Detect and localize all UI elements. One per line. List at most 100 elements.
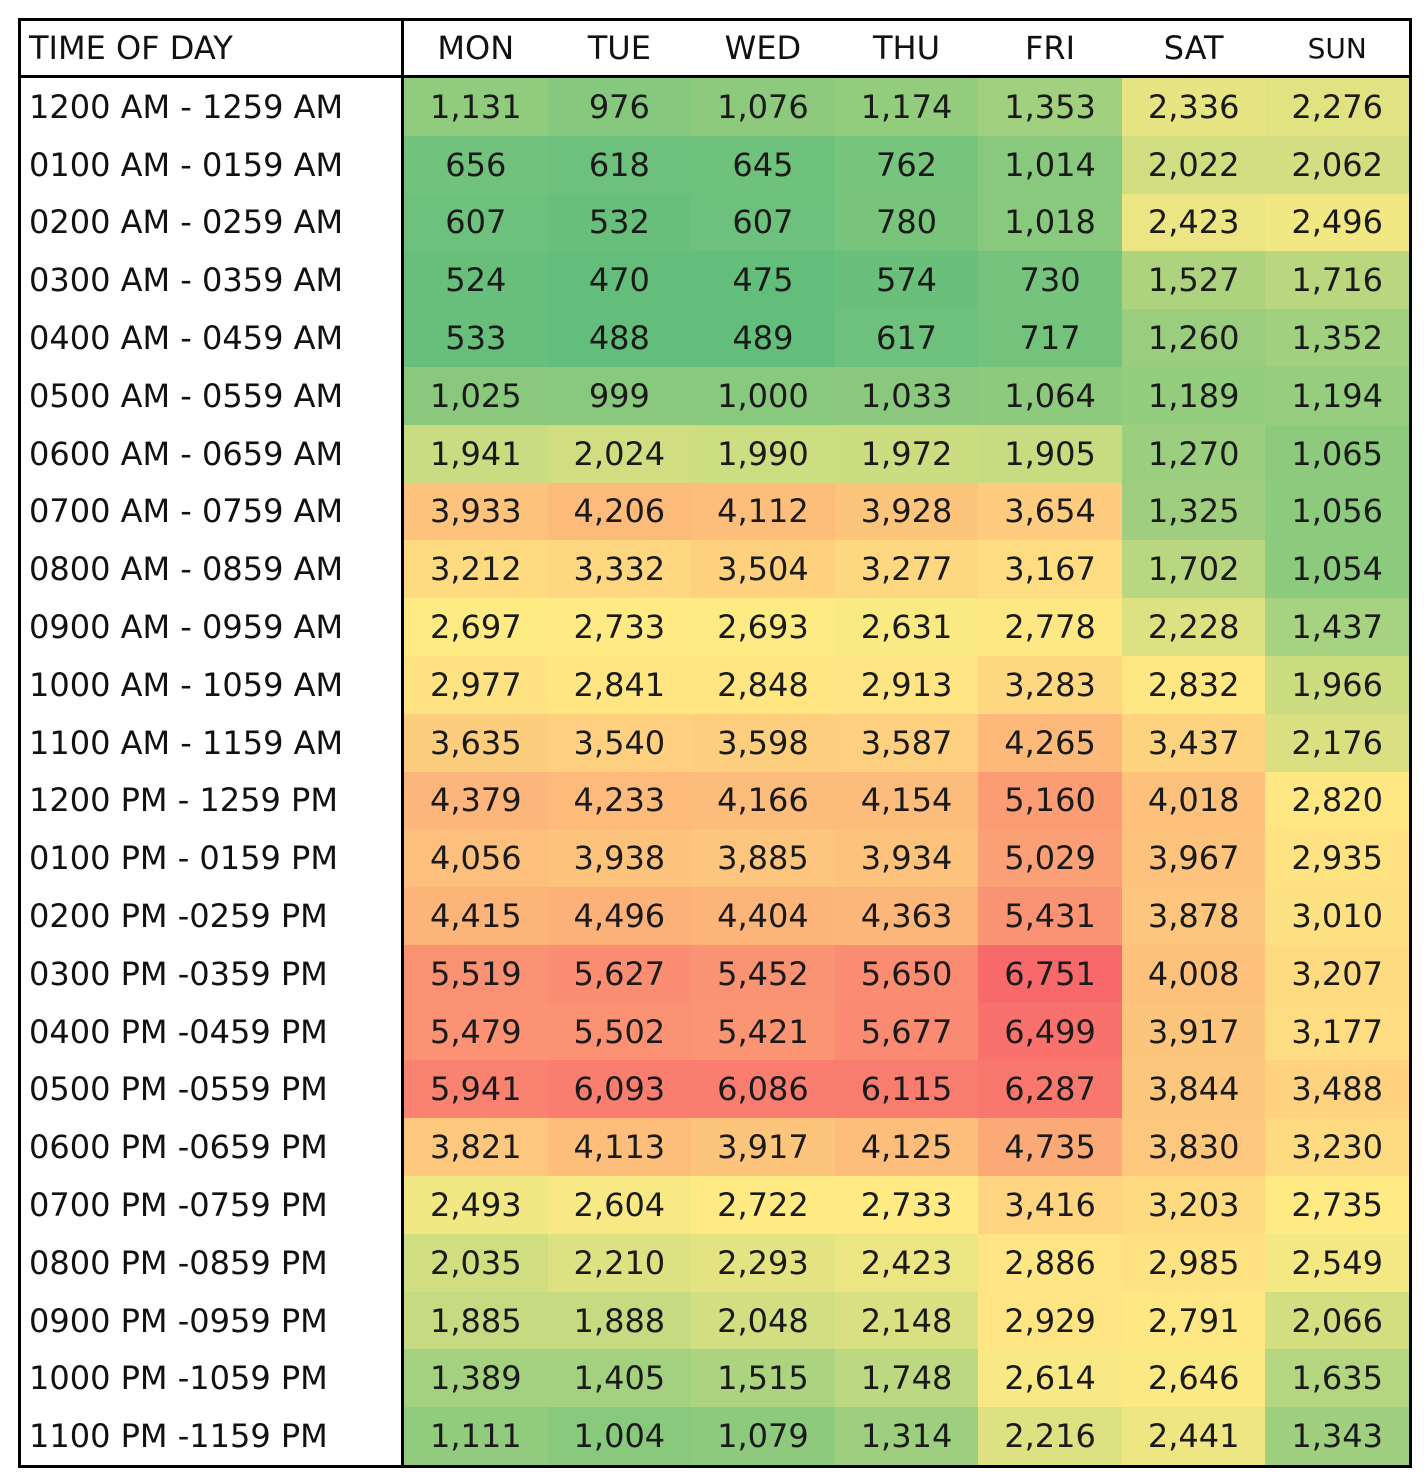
row-label: 0300 AM - 0359 AM [21,251,404,310]
row-label: 0600 AM - 0659 AM [21,424,404,483]
heatmap-cell: 6,751 [978,944,1122,1003]
heatmap-cell: 3,332 [547,540,692,599]
heatmap-cell: 3,934 [834,829,979,888]
row-label: 0200 AM - 0259 AM [21,193,404,252]
heatmap-cell: 3,283 [978,655,1122,714]
heatmap-cell: 1,004 [547,1407,692,1465]
heatmap-cell: 1,131 [404,78,548,136]
heatmap-cell: 3,212 [404,540,548,599]
heatmap-cell: 1,056 [1265,482,1409,541]
heatmap-cell: 1,748 [834,1349,979,1408]
heatmap-cell: 3,010 [1265,887,1409,945]
heatmap-cell: 1,260 [1121,309,1266,367]
heatmap-cell: 2,276 [1265,78,1409,136]
heatmap-cell: 3,917 [691,1118,835,1177]
heatmap-cell: 6,287 [978,1060,1122,1119]
heatmap-cell: 3,540 [547,713,692,772]
heatmap-cell: 2,646 [1121,1349,1266,1408]
heatmap-cell: 1,352 [1265,309,1409,367]
heatmap-cell: 2,066 [1265,1291,1409,1350]
heatmap-cell: 4,415 [404,887,548,945]
heatmap-cell: 2,735 [1265,1176,1409,1234]
heatmap-cell: 2,423 [1121,193,1266,252]
heatmap-cell: 780 [834,193,979,252]
heatmap-cell: 730 [978,251,1122,310]
heatmap-cell: 3,203 [1121,1176,1266,1234]
row-label: 1200 PM - 1259 PM [21,771,404,830]
heatmap-cell: 6,093 [547,1060,692,1119]
heatmap-table: TIME OF DAY MON TUE WED THU FRI SAT SUN 1200 AM … [18,18,1412,1468]
heatmap-cell: 532 [547,193,692,252]
heatmap-cell: 2,035 [404,1233,548,1292]
heatmap-cell: 2,935 [1265,829,1409,888]
heatmap-cell: 1,527 [1121,251,1266,310]
heatmap-cell: 4,265 [978,713,1122,772]
heatmap-cell: 3,917 [1121,1002,1266,1061]
heatmap-cell: 1,389 [404,1349,548,1408]
heatmap-cell: 2,832 [1121,655,1266,714]
column-header-thu: THU [834,21,979,78]
heatmap-cell: 2,228 [1121,598,1266,656]
heatmap-cell: 3,504 [691,540,835,599]
heatmap-cell: 607 [691,193,835,252]
heatmap-cell: 1,014 [978,135,1122,194]
heatmap-cell: 5,941 [404,1060,548,1119]
heatmap-cell: 1,966 [1265,655,1409,714]
heatmap-cell: 2,176 [1265,713,1409,772]
heatmap-cell: 1,064 [978,366,1122,425]
heatmap-cell: 5,431 [978,887,1122,945]
heatmap-cell: 5,502 [547,1002,692,1061]
heatmap-cell: 645 [691,135,835,194]
heatmap-cell: 2,493 [404,1176,548,1234]
heatmap-cell: 3,967 [1121,829,1266,888]
heatmap-cell: 3,654 [978,482,1122,541]
heatmap-cell: 2,022 [1121,135,1266,194]
heatmap-cell: 5,452 [691,944,835,1003]
heatmap-cell: 5,627 [547,944,692,1003]
heatmap-cell: 4,125 [834,1118,979,1177]
heatmap-cell: 3,598 [691,713,835,772]
heatmap-cell: 1,990 [691,424,835,483]
column-header-tue: TUE [547,21,692,78]
heatmap-cell: 1,343 [1265,1407,1409,1465]
heatmap-cell: 3,933 [404,482,548,541]
row-label: 1100 AM - 1159 AM [21,713,404,772]
heatmap-cell: 1,405 [547,1349,692,1408]
heatmap-cell: 4,113 [547,1118,692,1177]
heatmap-cell: 1,174 [834,78,979,136]
heatmap-cell: 2,216 [978,1407,1122,1465]
heatmap-cell: 656 [404,135,548,194]
heatmap-cell: 2,929 [978,1291,1122,1350]
heatmap-cell: 4,735 [978,1118,1122,1177]
heatmap-cell: 1,111 [404,1407,548,1465]
heatmap-cell: 618 [547,135,692,194]
heatmap-cell: 4,363 [834,887,979,945]
heatmap-cell: 1,888 [547,1291,692,1350]
heatmap-cell: 1,515 [691,1349,835,1408]
heatmap-cell: 1,716 [1265,251,1409,310]
heatmap-cell: 1,076 [691,78,835,136]
heatmap-cell: 2,210 [547,1233,692,1292]
heatmap-cell: 3,177 [1265,1002,1409,1061]
heatmap-cell: 2,977 [404,655,548,714]
row-label: 0100 PM - 0159 PM [21,829,404,888]
heatmap-cell: 574 [834,251,979,310]
heatmap-cell: 533 [404,309,548,367]
row-label: 0500 AM - 0559 AM [21,366,404,425]
heatmap-cell: 1,033 [834,366,979,425]
heatmap-cell: 1,018 [978,193,1122,252]
heatmap-cell: 3,488 [1265,1060,1409,1119]
heatmap-cell: 3,878 [1121,887,1266,945]
heatmap-cell: 3,587 [834,713,979,772]
heatmap-cell: 2,913 [834,655,979,714]
heatmap-cell: 488 [547,309,692,367]
heatmap-cell: 1,000 [691,366,835,425]
heatmap-cell: 475 [691,251,835,310]
heatmap-cell: 1,270 [1121,424,1266,483]
heatmap-cell: 5,650 [834,944,979,1003]
heatmap-cell: 2,496 [1265,193,1409,252]
heatmap-cell: 4,008 [1121,944,1266,1003]
heatmap-cell: 2,791 [1121,1291,1266,1350]
heatmap-cell: 2,733 [547,598,692,656]
heatmap-cell: 4,056 [404,829,548,888]
